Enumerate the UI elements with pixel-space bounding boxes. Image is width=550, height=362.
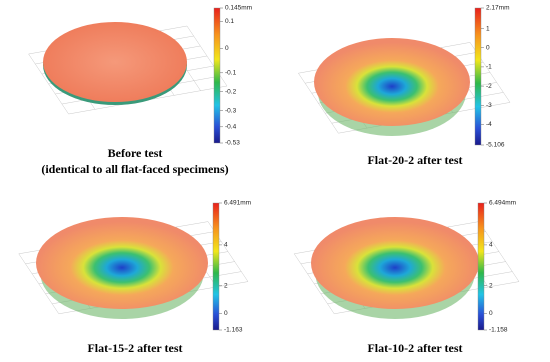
colorbar-label: 0 xyxy=(224,310,228,317)
panel: 2.17mm 1 0 -1 -2 -3 -4 -5.106 Flat-20-2 after te… xyxy=(298,5,511,167)
panel: 6.491mm 4 2 0 -1.163 Flat-15-2 after test xyxy=(18,200,251,355)
colorbar-label: -0.3 xyxy=(225,107,237,114)
colorbar-label: 0 xyxy=(486,44,490,51)
caption: Flat-10-2 after test xyxy=(367,341,462,355)
colorbar-label: 2.17mm xyxy=(486,5,509,12)
colorbar-label: 0 xyxy=(489,310,493,317)
colorbar-label: -1.163 xyxy=(224,327,243,334)
colorbar xyxy=(474,7,482,146)
colorbar-label: 6.491mm xyxy=(224,200,251,207)
specimen-surface xyxy=(36,217,208,309)
colorbar-label: 1 xyxy=(486,25,490,32)
colorbar-label: -4 xyxy=(486,121,492,128)
caption: Before test xyxy=(108,146,163,160)
colorbar xyxy=(212,202,220,331)
colorbar-label: 4 xyxy=(224,242,228,249)
specimen-surface xyxy=(43,22,187,102)
colorbar-label: -1.158 xyxy=(489,327,508,334)
colorbar-label: 0 xyxy=(225,45,229,52)
caption: (identical to all flat-faced specimens) xyxy=(41,162,228,176)
colorbar-label: -2 xyxy=(486,83,492,90)
colorbar-label: 2 xyxy=(224,282,228,289)
colorbar-label: 0.1 xyxy=(225,18,234,25)
grid-line xyxy=(186,25,228,87)
colorbar-label: 2 xyxy=(489,282,493,289)
colorbar-label: 4 xyxy=(489,242,493,249)
colorbar-label: -5.106 xyxy=(486,142,505,149)
panel: 6.494mm 4 2 0 -1.158 Flat-10-2 after test xyxy=(294,200,520,355)
colorbar-label: -0.1 xyxy=(225,70,237,77)
panel: 0.145mm 0.1 0 -0.1 -0.2 -0.3 -0.4 -0.53 Before t… xyxy=(28,5,252,176)
colorbar-label: -0.4 xyxy=(225,124,237,131)
grid-line xyxy=(478,221,520,282)
colorbar-label: -0.2 xyxy=(225,88,237,95)
colorbar xyxy=(213,7,221,144)
caption: Flat-15-2 after test xyxy=(87,341,182,355)
colorbar-label: 6.494mm xyxy=(489,200,516,207)
colorbar-label: -1 xyxy=(486,64,492,71)
colorbar xyxy=(477,202,485,331)
colorbar-label: 0.145mm xyxy=(225,5,252,12)
specimen-surface xyxy=(311,217,479,309)
specimen-surface xyxy=(314,38,470,126)
colorbar-label: -0.53 xyxy=(225,140,240,147)
caption: Flat-20-2 after test xyxy=(367,153,462,167)
colorbar-label: -3 xyxy=(486,102,492,109)
